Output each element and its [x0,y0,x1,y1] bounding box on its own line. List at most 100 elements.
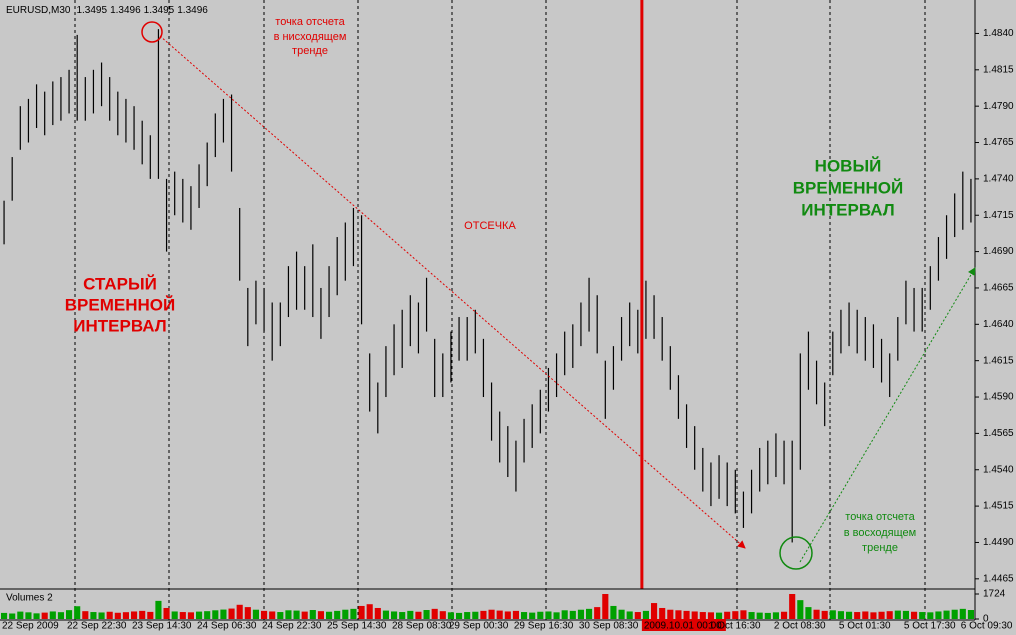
volume-bar [626,611,633,619]
volume-bar [927,612,934,619]
volume-bar [781,611,788,619]
volume-bar [943,610,950,619]
y-tick-label: 1.4490 [983,537,1014,548]
volume-bar [878,611,885,619]
volume-bar [545,611,552,619]
annotation: в восходящем [844,527,916,539]
volume-bar [415,611,422,619]
y-tick-label: 1.4590 [983,392,1014,403]
y-tick-label: 1.4640 [983,319,1014,330]
volume-bar [837,611,844,619]
volume-bar [114,612,121,619]
y-tick-label: 1724 [983,589,1006,600]
annotation: НОВЫЙ [815,156,882,175]
volume-bar [634,612,641,619]
volume-bar [951,609,958,619]
volume-bar [594,607,601,619]
x-tick-label: 2 Oct 08:30 [774,621,826,632]
volume-bar [179,612,186,619]
y-tick-label: 1.4615 [983,355,1014,366]
volume-bar [716,612,723,619]
volume-bar [577,609,584,619]
volume-bar [147,611,154,619]
volume-bar [350,608,357,619]
volume-bar [163,607,170,619]
start-circle [141,21,163,43]
volume-bar [772,612,779,619]
x-tick-label: 2009.10.01 00:00 [644,621,722,632]
x-tick-label: 23 Sep 14:30 [132,621,192,632]
volume-bar [504,611,511,619]
marks [1,0,974,619]
volume-bar [537,611,544,619]
annotation: тренде [292,45,328,57]
volume-bar [139,610,146,619]
volume-bar [561,610,568,619]
y-tick-label: 1.4690 [983,246,1014,257]
volume-bar [326,611,333,619]
volume-bar [131,611,138,619]
x-tick-label: 24 Sep 06:30 [197,621,257,632]
volume-bar [1,612,8,619]
x-tick-label: 29 Sep 00:30 [449,621,509,632]
volume-bar [423,610,430,619]
volume-bar [236,604,243,619]
volume-bar [724,611,731,619]
volume-bar [261,610,268,619]
y-tick-label: 1.4840 [983,28,1014,39]
x-tick-label: 25 Sep 14:30 [327,621,387,632]
volume-bar [309,610,316,619]
annotation: тренде [862,542,898,554]
annotation: ВРЕМЕННОЙ [65,295,175,314]
volume-bar [82,611,89,619]
volume-bar [813,609,820,619]
annotation: ИНТЕРВАЛ [73,316,166,335]
x-tick-label: 5 Oct 17:30 [904,621,956,632]
volume-bar [935,611,942,619]
volume-bar [521,612,528,619]
volume-bar [902,610,909,619]
annotation: ОТСЕЧКА [464,220,516,232]
volume-bar [683,610,690,619]
volume-bar [171,611,178,619]
volume-bar [967,610,974,619]
volume-bar [66,610,73,619]
volume-bar [57,612,64,619]
volume-bar [618,609,625,619]
volume-bar [301,611,308,619]
y-tick-label: 1.4540 [983,464,1014,475]
y-tick-label: 1.4790 [983,101,1014,112]
volume-bar [472,611,479,619]
volume-bar [317,611,324,619]
cursor-label-bg [641,619,726,631]
volume-bar [894,610,901,619]
volume-bar [407,610,414,619]
x-tick-label: 30 Sep 08:30 [579,621,639,632]
x-tick-label: 29 Sep 16:30 [514,621,574,632]
volume-bar [204,611,211,619]
y-tick-label: 1.4515 [983,501,1014,512]
volume-bar [366,604,373,619]
volume-bar [488,609,495,619]
annotation: ИНТЕРВАЛ [801,200,894,219]
y-tick-label: 1.4565 [983,428,1014,439]
volume-bar [252,609,259,619]
volume-bar [33,613,40,619]
volume-bar [870,612,877,619]
annotation: в нисходящем [274,31,347,43]
volume-bar [334,610,341,619]
volume-bar [642,610,649,619]
volume-bar [659,607,666,619]
volume-bar [196,611,203,619]
x-tick-label: 22 Sep 22:30 [67,621,127,632]
volume-bar [911,611,918,619]
annotation: ВРЕМЕННОЙ [793,178,903,197]
volume-bar [569,610,576,619]
volume-bar [342,609,349,619]
y-tick-label: 0 [983,614,989,625]
x-tick-label: 24 Sep 22:30 [262,621,322,632]
volume-bar [285,610,292,619]
volume-bar [431,608,438,619]
x-tick-label: 5 Oct 01:30 [839,621,891,632]
